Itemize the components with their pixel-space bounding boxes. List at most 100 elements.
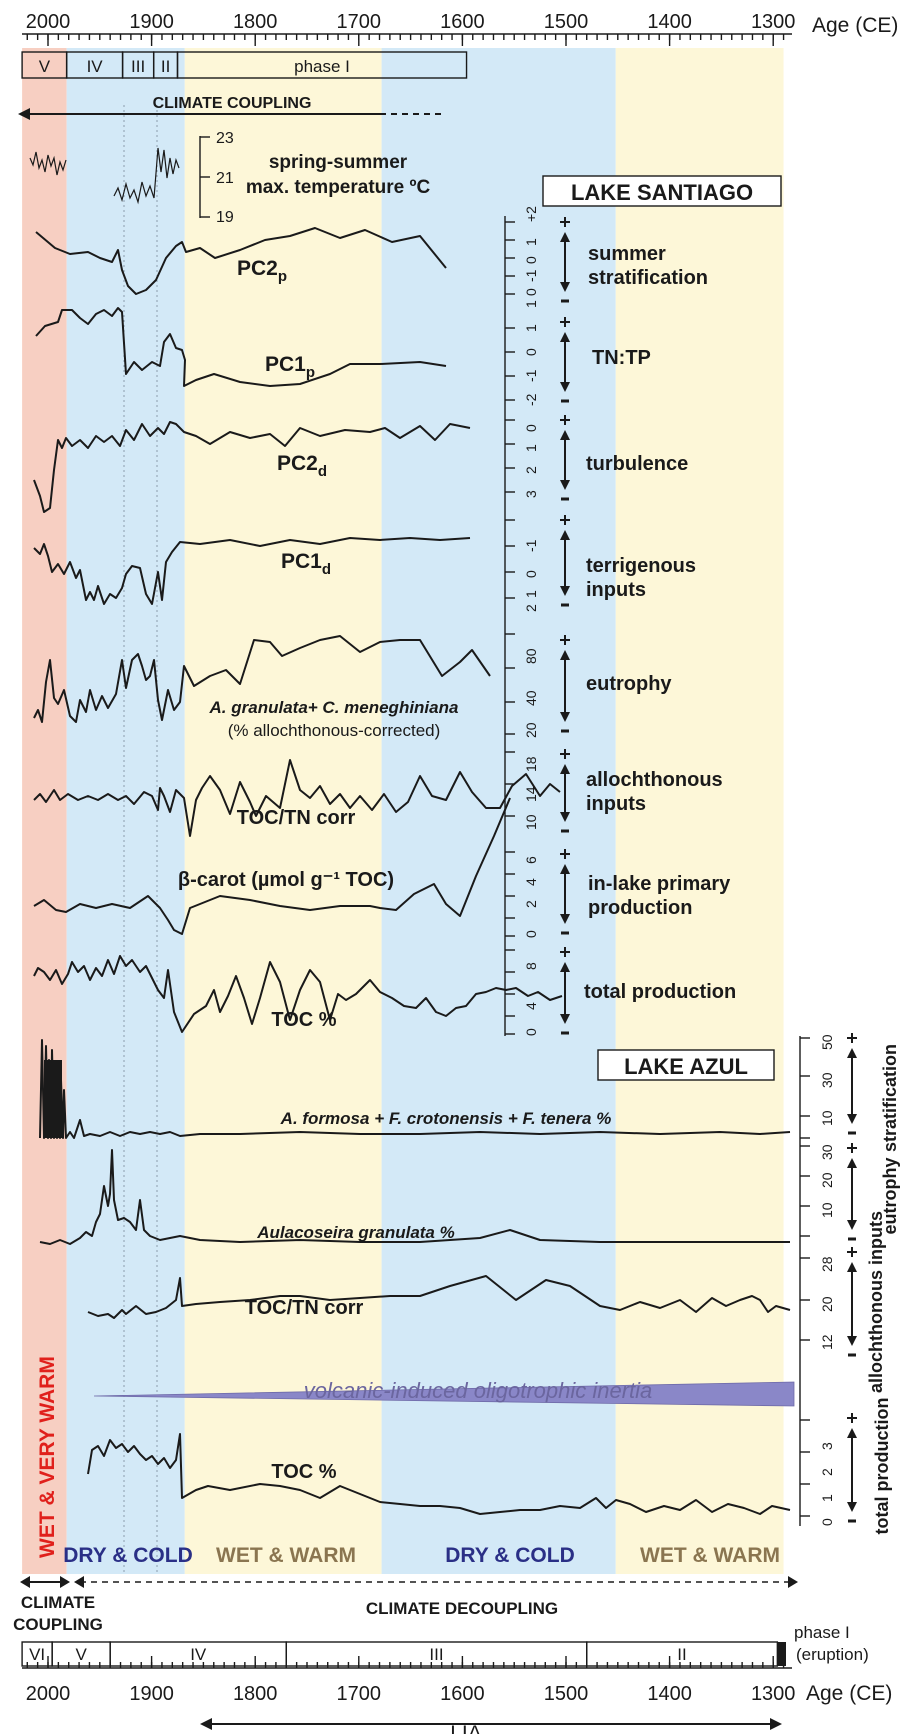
santiago-meaning-labels: summer stratification TN:TP turbulence t… xyxy=(584,243,736,1003)
azul-aul-tick-1: 20 xyxy=(819,1172,835,1188)
phase-i-label: phase I xyxy=(794,1623,850,1642)
santiago-arrow-5 xyxy=(560,749,570,833)
eutrophy-tick-0: 80 xyxy=(523,648,539,664)
azul-meaning-arrows xyxy=(847,1033,857,1523)
alloch-tick-0: 18 xyxy=(523,756,539,772)
climate-band-2 xyxy=(184,48,382,1574)
meaning-summer: summer xyxy=(588,243,666,265)
santiago-meaning-arrows xyxy=(560,217,570,1035)
eutrophy-tick-2: 40 xyxy=(523,690,539,706)
stoc-tick-4: 0 xyxy=(523,1028,539,1036)
santiago-arrow-6 xyxy=(560,849,570,935)
pc1p-tick-0: 1 xyxy=(523,324,539,332)
azul-arrow-1 xyxy=(847,1143,857,1241)
carot-tick-1: 4 xyxy=(523,878,539,886)
temp-label-2: max. temperature ºC xyxy=(246,177,431,198)
top-phases-label-2: III xyxy=(131,57,145,76)
azul-toc-tick-2: 1 xyxy=(819,1494,835,1502)
pc2d-label: PC2 xyxy=(277,452,318,475)
pc2p-sub: p xyxy=(278,268,287,285)
meaning-terrigenous: terrigenous xyxy=(586,555,696,577)
bottom-ticks-label-1: 1900 xyxy=(129,1683,174,1705)
bottom-coupling-1: CLIMATE xyxy=(21,1593,95,1612)
temp-label-1: spring-summer xyxy=(269,152,408,173)
santiago-toc-curve xyxy=(33,955,563,1033)
pc2p-tick-5: 1 xyxy=(523,300,539,308)
top-ticks-label-5: 1500 xyxy=(544,11,589,33)
lake-azul-title: LAKE AZUL xyxy=(624,1054,748,1079)
pc1d-sub: d xyxy=(322,561,331,578)
carot-tick-0: 6 xyxy=(523,856,539,864)
santiago-panel-labels: PC2p PC1p PC2d PC1d A. granulata+ C. men… xyxy=(178,257,459,1031)
bottom-phases-label-3: III xyxy=(429,1645,443,1664)
svg-text:PC2p: PC2p xyxy=(237,257,287,285)
alloch-tick-2: 10 xyxy=(523,814,539,830)
pc1d-tick-1: 0 xyxy=(523,570,539,578)
azul-strat-tick-0: 50 xyxy=(819,1034,835,1050)
phase-i-sub: (eruption) xyxy=(796,1645,869,1664)
top-ticks-label-1: 1900 xyxy=(129,11,174,33)
pc2p-tick-4: 0 xyxy=(523,288,539,296)
climate-band-4 xyxy=(615,48,784,1574)
meaning-allochthonous: allochthonous xyxy=(586,769,723,791)
pc2p-tick-0: +2 xyxy=(523,206,539,222)
azul-panel-labels: A. formosa + F. crotonensis + F. tenera … xyxy=(245,1109,612,1483)
meaning-stratification: stratification xyxy=(588,267,708,289)
santiago-pc1p-curve xyxy=(35,307,447,387)
pc1p-sub: p xyxy=(306,364,315,381)
betacarot-label: β-carot (µmol g⁻¹ TOC) xyxy=(178,869,394,891)
bottom-coupling-2: COUPLING xyxy=(13,1615,103,1634)
lia-label: LIA xyxy=(450,1722,482,1734)
bottom-phases-label-0: VI xyxy=(29,1645,45,1664)
svg-text:PC2d: PC2d xyxy=(277,452,327,480)
azul-meaning-production: total production xyxy=(872,1398,892,1535)
top-ticks-label-4: 1600 xyxy=(440,11,485,33)
bottom-phase-boxes: VI V IV III II xyxy=(21,1641,779,1667)
lia-arrow: LIA xyxy=(200,1718,782,1734)
azul-arrow-2 xyxy=(847,1247,857,1357)
band-label-wet-very-warm: WET & VERY WARM xyxy=(36,1356,59,1558)
climate-band-0 xyxy=(22,48,67,1574)
santiago-arrow-0 xyxy=(560,217,570,303)
bottom-phases-label-2: IV xyxy=(190,1645,207,1664)
bottom-coupling: CLIMATE COUPLING xyxy=(13,1576,103,1634)
santiago-scale-axes: +2 1 0 -1 0 1 1 0 -1 -2 0 1 2 3 -1 0 1 2… xyxy=(504,206,539,1036)
bottom-decoupling-label: CLIMATE DECOUPLING xyxy=(366,1599,558,1618)
azul-meaning-eutrophy: eutrophy xyxy=(880,1157,900,1234)
meaning-tntp: TN:TP xyxy=(592,347,651,369)
granulata-label-2: (% allochthonous-corrected) xyxy=(228,721,441,740)
pc2p-tick-1: 1 xyxy=(523,238,539,246)
bottom-ticks-label-0: 2000 xyxy=(26,1683,71,1705)
santiago-toc-label: TOC % xyxy=(271,1009,336,1031)
top-axis-title: Age (CE) xyxy=(812,14,898,37)
band-labels: WET & VERY WARM DRY & COLD WET & WARM DR… xyxy=(36,1356,780,1567)
azul-toc-tick-0: 3 xyxy=(819,1442,835,1450)
top-ticks-label-6: 1400 xyxy=(647,11,692,33)
bottom-decoupling: CLIMATE DECOUPLING xyxy=(74,1576,798,1618)
meaning-total-production: total production xyxy=(584,981,736,1003)
top-phases-label-3: II xyxy=(161,57,170,76)
santiago-pc2p-curve xyxy=(35,227,447,295)
stoc-tick-0: 8 xyxy=(523,962,539,970)
azul-meaning-strat: stratification xyxy=(880,1044,900,1152)
inertia-wedge xyxy=(93,1381,795,1407)
azul-meaning-labels: stratification eutrophy allochthonous in… xyxy=(866,1044,900,1535)
santiago-pc2d-curve xyxy=(33,421,471,513)
azul-stratification-curve xyxy=(39,1039,791,1139)
meaning-eutrophy: eutrophy xyxy=(586,673,672,695)
top-ticks-label-3: 1700 xyxy=(337,11,382,33)
azul-tocn-tick-1: 20 xyxy=(819,1296,835,1312)
band-label-wet-warm-1: WET & WARM xyxy=(216,1544,356,1567)
top-climate-coupling: CLIMATE COUPLING xyxy=(18,95,442,120)
band-label-dry-cold-2: DRY & COLD xyxy=(445,1544,575,1567)
azul-aulacoseira-label: Aulacoseira granulata % xyxy=(256,1223,454,1242)
pc2d-sub: d xyxy=(318,463,327,480)
top-phases-label-4: phase I xyxy=(294,57,350,76)
bottom-axis-title: Age (CE) xyxy=(806,1682,892,1705)
top-phases-label-0: V xyxy=(39,57,51,76)
santiago-betacarot-curve xyxy=(33,797,511,935)
bottom-phases-box-4 xyxy=(586,1641,779,1667)
santiago-tocn-curve xyxy=(33,759,561,837)
azul-toc-tick-1: 2 xyxy=(819,1468,835,1476)
